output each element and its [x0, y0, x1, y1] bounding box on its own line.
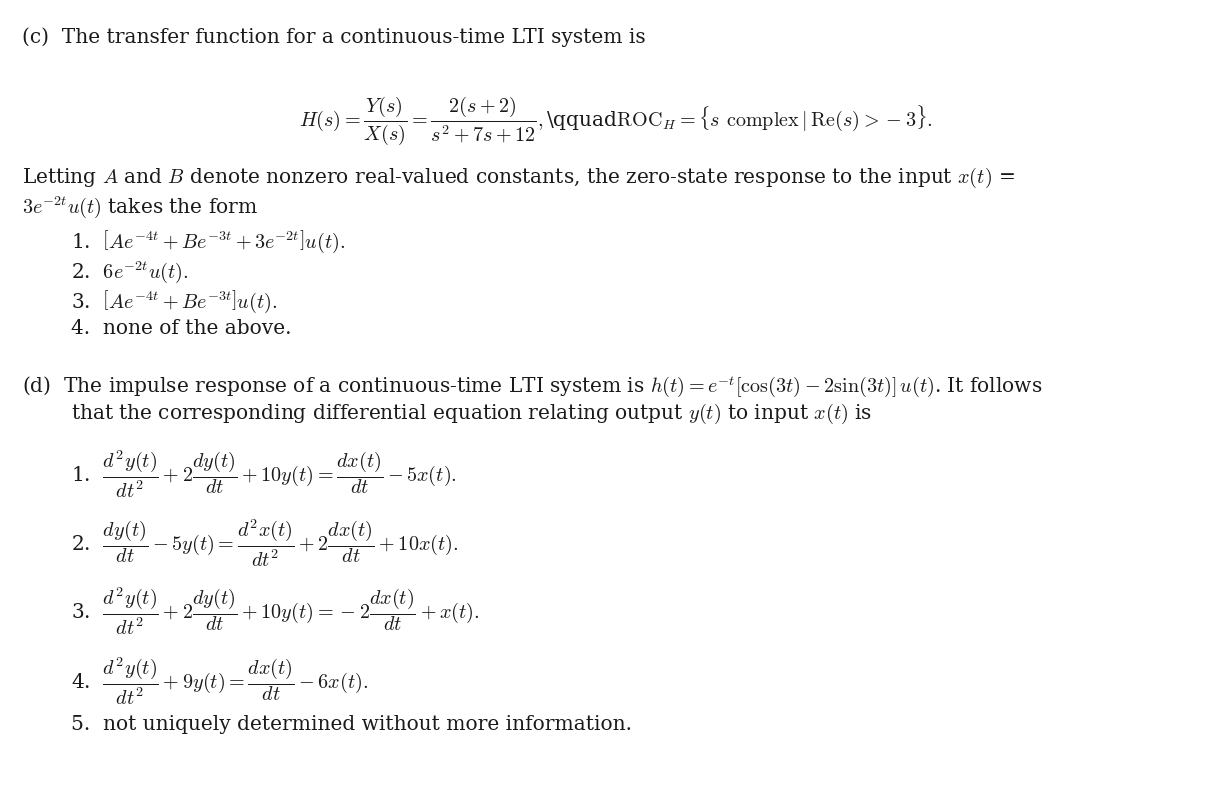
Text: 3.  $\left[Ae^{-4t} + Be^{-3t}\right] u(t).$: 3. $\left[Ae^{-4t} + Be^{-3t}\right] u(t… [71, 289, 278, 315]
Text: 4.  none of the above.: 4. none of the above. [71, 319, 292, 338]
Text: (d)  The impulse response of a continuous-time LTI system is $h(t) = e^{-t}[\cos: (d) The impulse response of a continuous… [22, 374, 1042, 399]
Text: $H(s) = \dfrac{Y(s)}{X(s)} = \dfrac{2(s+2)}{s^2+7s+12},$\qquad$\mathrm{ROC}_H = : $H(s) = \dfrac{Y(s)}{X(s)} = \dfrac{2(s+… [299, 95, 933, 147]
Text: 4.  $\dfrac{d^2y(t)}{dt^2} + 9y(t) = \dfrac{dx(t)}{dt} - 6x(t).$: 4. $\dfrac{d^2y(t)}{dt^2} + 9y(t) = \dfr… [71, 656, 368, 707]
Text: that the corresponding differential equation relating output $y(t)$ to input $x(: that the corresponding differential equa… [71, 402, 872, 427]
Text: (c)  The transfer function for a continuous-time LTI system is: (c) The transfer function for a continuo… [22, 27, 646, 47]
Text: 2.  $\dfrac{dy(t)}{dt} - 5y(t) = \dfrac{d^2x(t)}{dt^2} + 2\dfrac{dx(t)}{dt} + 10: 2. $\dfrac{dy(t)}{dt} - 5y(t) = \dfrac{d… [71, 517, 460, 569]
Text: Letting $A$ and $B$ denote nonzero real-valued constants, the zero-state respons: Letting $A$ and $B$ denote nonzero real-… [22, 166, 1015, 190]
Text: $3e^{-2t}u(t)$ takes the form: $3e^{-2t}u(t)$ takes the form [22, 194, 259, 220]
Text: 1.  $\dfrac{d^2y(t)}{dt^2} + 2\dfrac{dy(t)}{dt} + 10y(t) = \dfrac{dx(t)}{dt} - 5: 1. $\dfrac{d^2y(t)}{dt^2} + 2\dfrac{dy(t… [71, 449, 457, 500]
Text: 3.  $\dfrac{d^2y(t)}{dt^2} + 2\dfrac{dy(t)}{dt} + 10y(t) = -2\dfrac{dx(t)}{dt} +: 3. $\dfrac{d^2y(t)}{dt^2} + 2\dfrac{dy(t… [71, 586, 480, 638]
Text: 2.  $6e^{-2t}u(t).$: 2. $6e^{-2t}u(t).$ [71, 259, 188, 284]
Text: 1.  $\left[Ae^{-4t} + Be^{-3t} + 3e^{-2t}\right] u(t).$: 1. $\left[Ae^{-4t} + Be^{-3t} + 3e^{-2t}… [71, 229, 346, 255]
Text: 5.  not uniquely determined without more information.: 5. not uniquely determined without more … [71, 715, 632, 734]
